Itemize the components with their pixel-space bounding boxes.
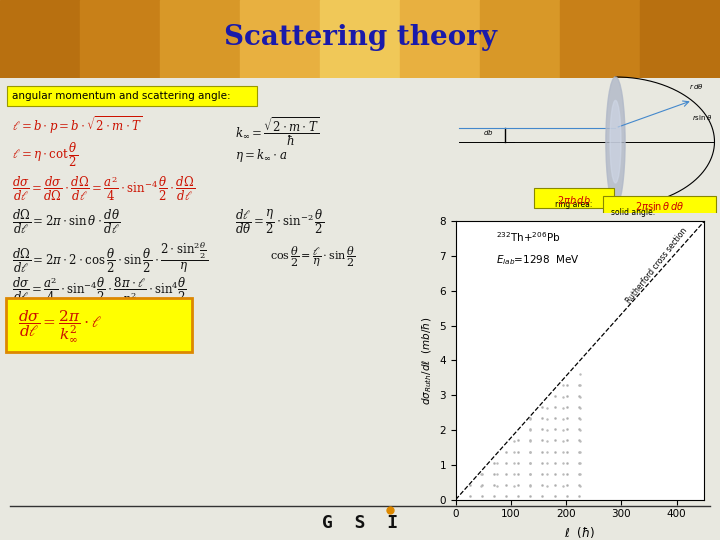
Text: $^{232}$Th+$^{206}$Pb: $^{232}$Th+$^{206}$Pb bbox=[495, 230, 560, 244]
Bar bbox=[240, 0, 320, 78]
FancyBboxPatch shape bbox=[6, 298, 192, 352]
Text: $db$: $db$ bbox=[483, 128, 494, 137]
Text: $\dfrac{d\sigma}{d\ell} = \dfrac{d\sigma}{d\Omega} \cdot \dfrac{d\Omega}{d\ell} : $\dfrac{d\sigma}{d\ell} = \dfrac{d\sigma… bbox=[12, 173, 195, 203]
FancyBboxPatch shape bbox=[534, 188, 614, 208]
Text: $2\pi b\,db$: $2\pi b\,db$ bbox=[557, 193, 591, 206]
Text: $r\sin\theta$: $r\sin\theta$ bbox=[691, 113, 712, 122]
Text: $\dfrac{d\Omega}{d\ell} = 2\pi \cdot \sin\theta \cdot \dfrac{d\theta}{d\ell}$: $\dfrac{d\Omega}{d\ell} = 2\pi \cdot \si… bbox=[12, 208, 120, 236]
Bar bbox=[0, 0, 80, 78]
Text: $\dfrac{d\Omega}{d\ell} = 2\pi \cdot 2 \cdot \cos\dfrac{\theta}{2} \cdot \sin\df: $\dfrac{d\Omega}{d\ell} = 2\pi \cdot 2 \… bbox=[12, 240, 208, 275]
Text: $\ell = \eta \cdot \cot\dfrac{\theta}{2}$: $\ell = \eta \cdot \cot\dfrac{\theta}{2}… bbox=[12, 141, 78, 169]
Bar bbox=[320, 0, 400, 78]
Text: Scattering theory: Scattering theory bbox=[223, 24, 497, 51]
Text: ring area:: ring area: bbox=[555, 200, 593, 209]
Text: $\dfrac{d\ell}{d\theta} = \dfrac{\eta}{2} \cdot \sin^{-2}\dfrac{\theta}{2}$: $\dfrac{d\ell}{d\theta} = \dfrac{\eta}{2… bbox=[235, 208, 324, 236]
Text: $E_{lab}$=1298  MeV: $E_{lab}$=1298 MeV bbox=[495, 253, 580, 267]
FancyBboxPatch shape bbox=[7, 86, 257, 106]
Y-axis label: $d\sigma_{Ruth}/d\ell\ \ (mb/\hbar)$: $d\sigma_{Ruth}/d\ell\ \ (mb/\hbar)$ bbox=[420, 316, 434, 404]
Bar bbox=[80, 0, 160, 78]
Bar bbox=[640, 0, 720, 78]
Text: angular momentum and scattering angle:: angular momentum and scattering angle: bbox=[12, 91, 230, 102]
Text: solid angle:: solid angle: bbox=[611, 208, 656, 218]
Bar bbox=[400, 0, 480, 78]
X-axis label: $\ell\ \ (\hbar)$: $\ell\ \ (\hbar)$ bbox=[564, 525, 595, 540]
Text: $\eta = k_\infty \cdot a$: $\eta = k_\infty \cdot a$ bbox=[235, 147, 287, 164]
Text: $2\pi\sin\theta\,d\theta$: $2\pi\sin\theta\,d\theta$ bbox=[635, 200, 684, 212]
Text: $\cos\dfrac{\theta}{2} = \dfrac{\ell}{\eta} \cdot \sin\dfrac{\theta}{2}$: $\cos\dfrac{\theta}{2} = \dfrac{\ell}{\e… bbox=[270, 245, 356, 269]
Text: $\dfrac{d\sigma}{d\ell} = \dfrac{2\pi}{k_\infty^2} \cdot \ell$: $\dfrac{d\sigma}{d\ell} = \dfrac{2\pi}{k… bbox=[18, 308, 102, 342]
Text: $k_\infty = \dfrac{\sqrt{2 \cdot m \cdot T}}{\hbar}$: $k_\infty = \dfrac{\sqrt{2 \cdot m \cdot… bbox=[235, 116, 320, 148]
Text: $\dfrac{d\sigma}{d\ell} = \dfrac{a^2}{4} \cdot \sin^{-4}\!\dfrac{\theta}{2} \cdo: $\dfrac{d\sigma}{d\ell} = \dfrac{a^2}{4}… bbox=[12, 275, 186, 309]
Bar bbox=[560, 0, 640, 78]
Ellipse shape bbox=[610, 100, 621, 183]
Text: $r\,d\theta$: $r\,d\theta$ bbox=[689, 83, 703, 91]
Text: $\ell = b \cdot p = b \cdot \sqrt{2 \cdot m \cdot T}$: $\ell = b \cdot p = b \cdot \sqrt{2 \cdo… bbox=[12, 114, 143, 136]
Bar bbox=[160, 0, 240, 78]
Text: G  S  I: G S I bbox=[322, 514, 398, 532]
Text: Rutherford cross section: Rutherford cross section bbox=[624, 226, 689, 305]
Ellipse shape bbox=[606, 77, 625, 206]
Bar bbox=[480, 0, 560, 78]
FancyBboxPatch shape bbox=[603, 196, 716, 217]
